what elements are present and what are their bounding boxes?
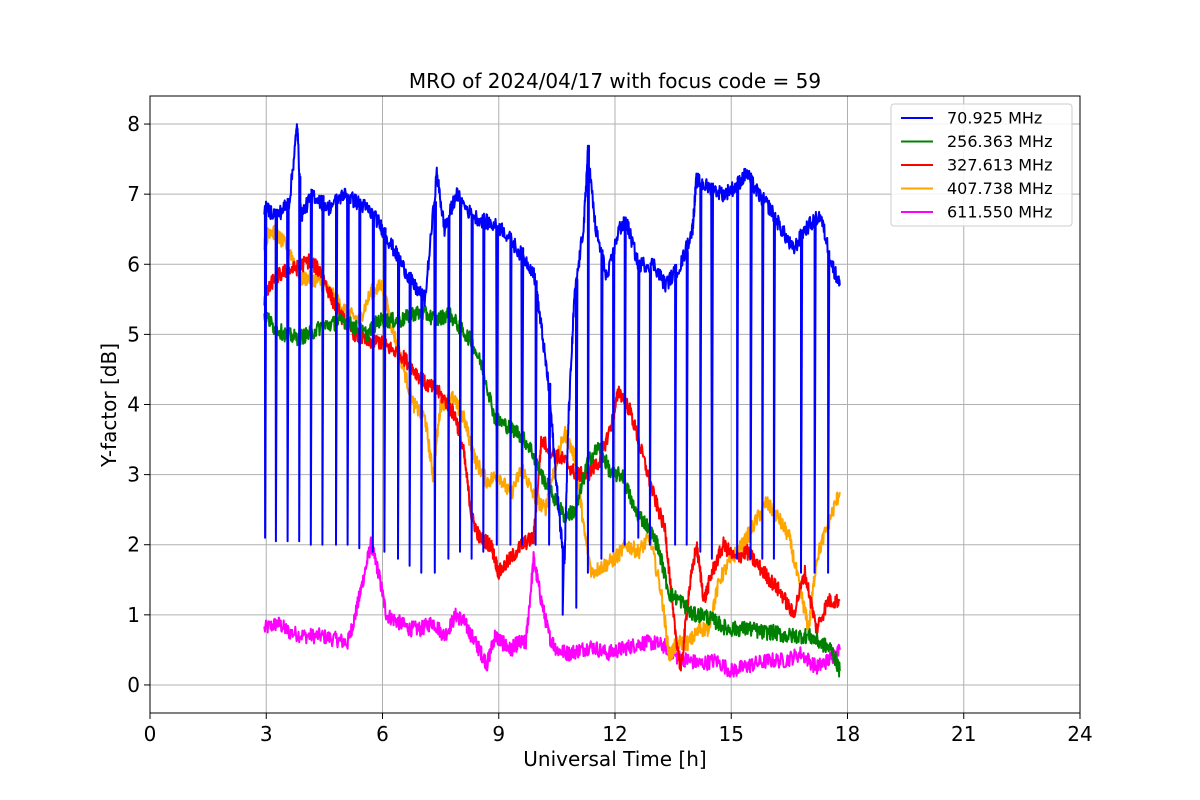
y-tick-label: 7 [127, 182, 140, 206]
x-tick-label: 12 [602, 722, 627, 746]
y-tick-label: 6 [127, 252, 140, 276]
legend-entry: 611.550 MHz [947, 203, 1052, 222]
y-tick-label: 0 [127, 673, 140, 697]
x-tick-label: 24 [1067, 722, 1092, 746]
x-tick-label: 15 [719, 722, 744, 746]
legend-entry: 327.613 MHz [947, 156, 1052, 175]
legend-entry: 70.925 MHz [947, 109, 1042, 128]
x-tick-label: 6 [376, 722, 389, 746]
y-tick-label: 3 [127, 463, 140, 487]
x-axis-title: Universal Time [h] [523, 747, 706, 771]
chart-title: MRO of 2024/04/17 with focus code = 59 [409, 69, 821, 93]
x-tick-label: 21 [951, 722, 976, 746]
y-axis-title: Y-factor [dB] [97, 343, 121, 468]
x-tick-label: 3 [260, 722, 273, 746]
y-tick-label: 1 [127, 603, 140, 627]
legend: 70.925 MHz 256.363 MHz 327.613 MHz 407.738 … [890, 103, 1073, 227]
y-tick-label: 2 [127, 533, 140, 557]
series-line [263, 123, 841, 616]
series-line [263, 536, 841, 678]
legend-entry: 256.363 MHz [947, 132, 1052, 151]
x-tick-label: 9 [492, 722, 505, 746]
y-tick-label: 5 [127, 322, 140, 346]
x-tick-label: 18 [835, 722, 860, 746]
x-tick-label: 0 [144, 722, 157, 746]
series-layer [263, 123, 841, 678]
legend-entry: 407.738 MHz [947, 179, 1052, 198]
y-tick-label: 4 [127, 393, 140, 417]
y-tick-label: 8 [127, 112, 140, 136]
legend-box [890, 103, 1073, 227]
